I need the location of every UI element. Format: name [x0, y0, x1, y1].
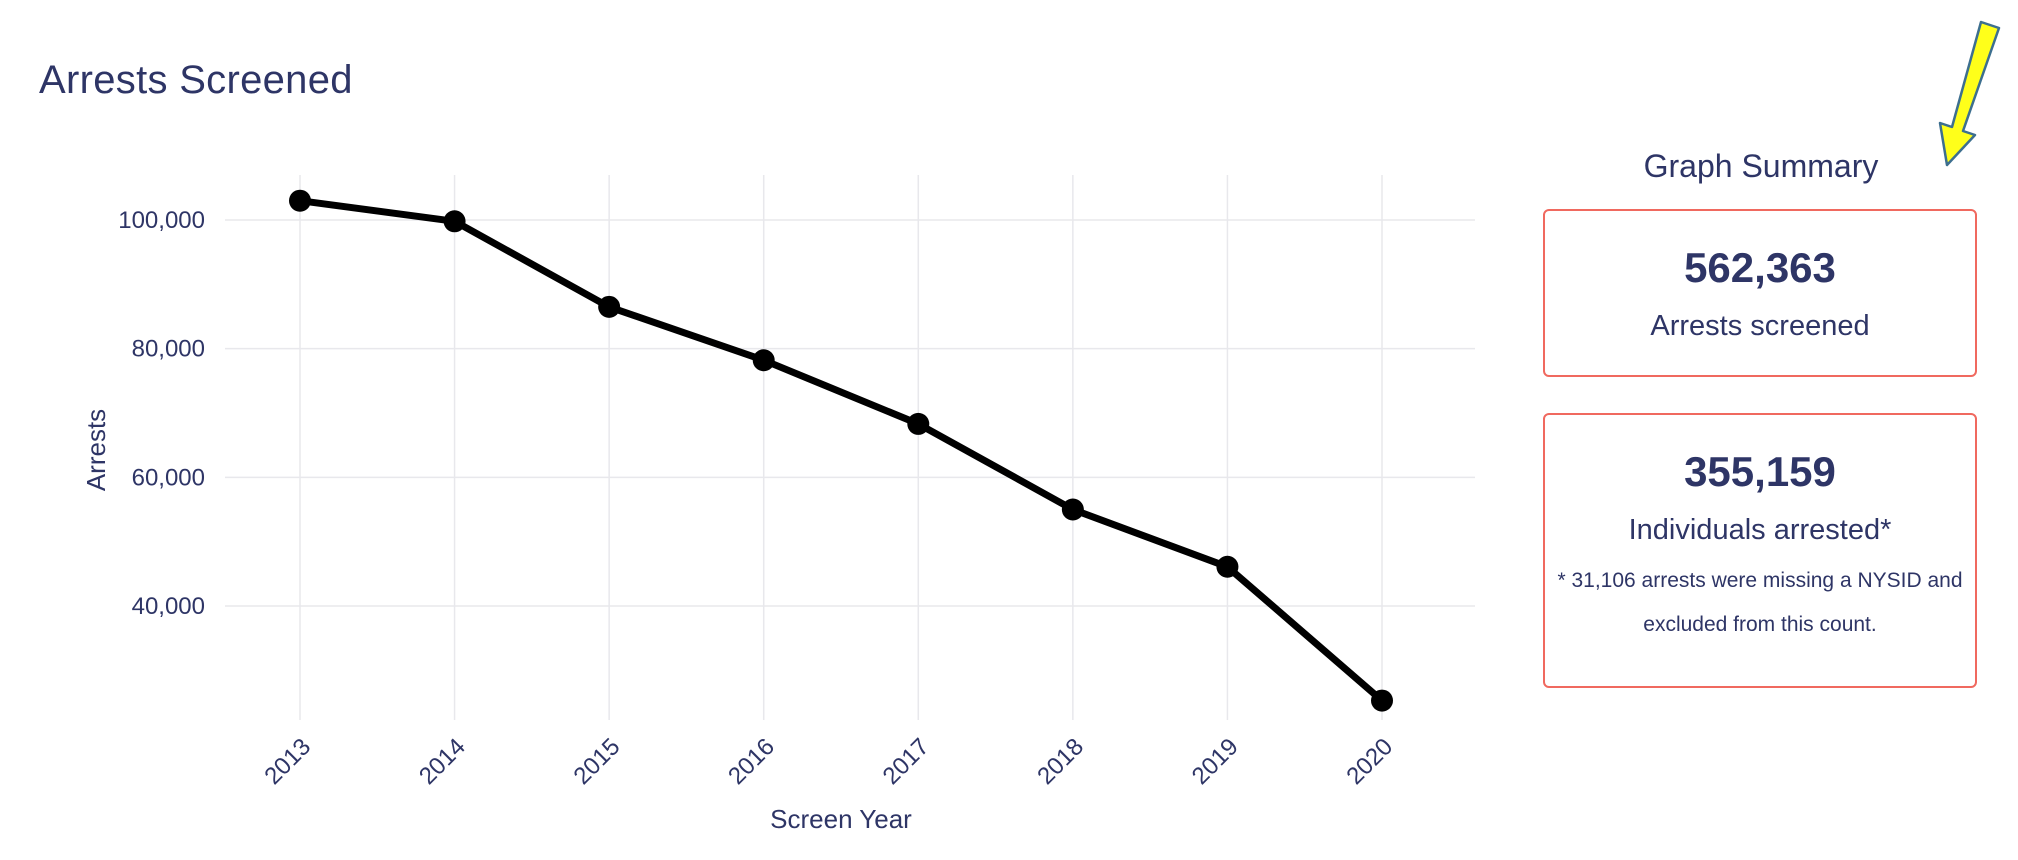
x-tick-label: 2019	[1187, 733, 1244, 790]
x-tick-label: 2014	[414, 733, 471, 790]
y-axis-ticks: 40,000 60,000 80,000 100,000	[118, 207, 205, 620]
y-axis-title: Arrests	[81, 409, 111, 491]
x-axis-title: Screen Year	[770, 804, 912, 834]
nysid-footnote: * 31,106 arrests were missing a NYSID an…	[1557, 569, 1963, 637]
data-point	[1371, 689, 1393, 712]
arrow-shape	[1938, 20, 2001, 167]
x-tick-label: 2018	[1032, 733, 1089, 790]
x-tick-label: 2020	[1341, 733, 1398, 790]
y-tick-label: 40,000	[132, 593, 205, 620]
individuals-arrested-label: Individuals arrested*	[1628, 514, 1892, 547]
y-tick-label: 100,000	[118, 207, 205, 234]
individuals-arrested-value: 355,159	[1684, 448, 1836, 495]
data-points	[289, 189, 1393, 712]
x-tick-label: 2017	[878, 733, 935, 790]
individuals-arrested-card: 355,159 Individuals arrested* * 31,106 a…	[1543, 413, 1977, 688]
page-title: Arrests Screened	[39, 58, 353, 102]
y-tick-label: 80,000	[132, 336, 205, 363]
data-point	[752, 349, 775, 372]
x-axis-ticks: 2013 2014 2015 2016 2017 2018 2019 2020	[259, 733, 1398, 790]
y-tick-label: 60,000	[132, 464, 205, 491]
down-left-arrow-icon	[1938, 20, 2001, 167]
arrests-screened-label: Arrests screened	[1650, 310, 1870, 343]
data-point	[1216, 555, 1239, 578]
data-point	[598, 295, 621, 318]
x-tick-label: 2016	[723, 733, 780, 790]
x-tick-label: 2013	[259, 733, 316, 790]
data-point	[289, 189, 311, 212]
data-point	[907, 412, 930, 435]
data-point	[443, 210, 466, 233]
series-line	[296, 197, 1386, 705]
graph-summary-heading: Graph Summary	[1643, 148, 1879, 184]
chart-grid	[225, 175, 1475, 720]
arrests-screened-value: 562,363	[1684, 244, 1836, 291]
x-tick-label: 2015	[569, 733, 626, 790]
arrests-screened-card: 562,363 Arrests screened	[1543, 209, 1977, 377]
data-point	[1061, 498, 1084, 521]
